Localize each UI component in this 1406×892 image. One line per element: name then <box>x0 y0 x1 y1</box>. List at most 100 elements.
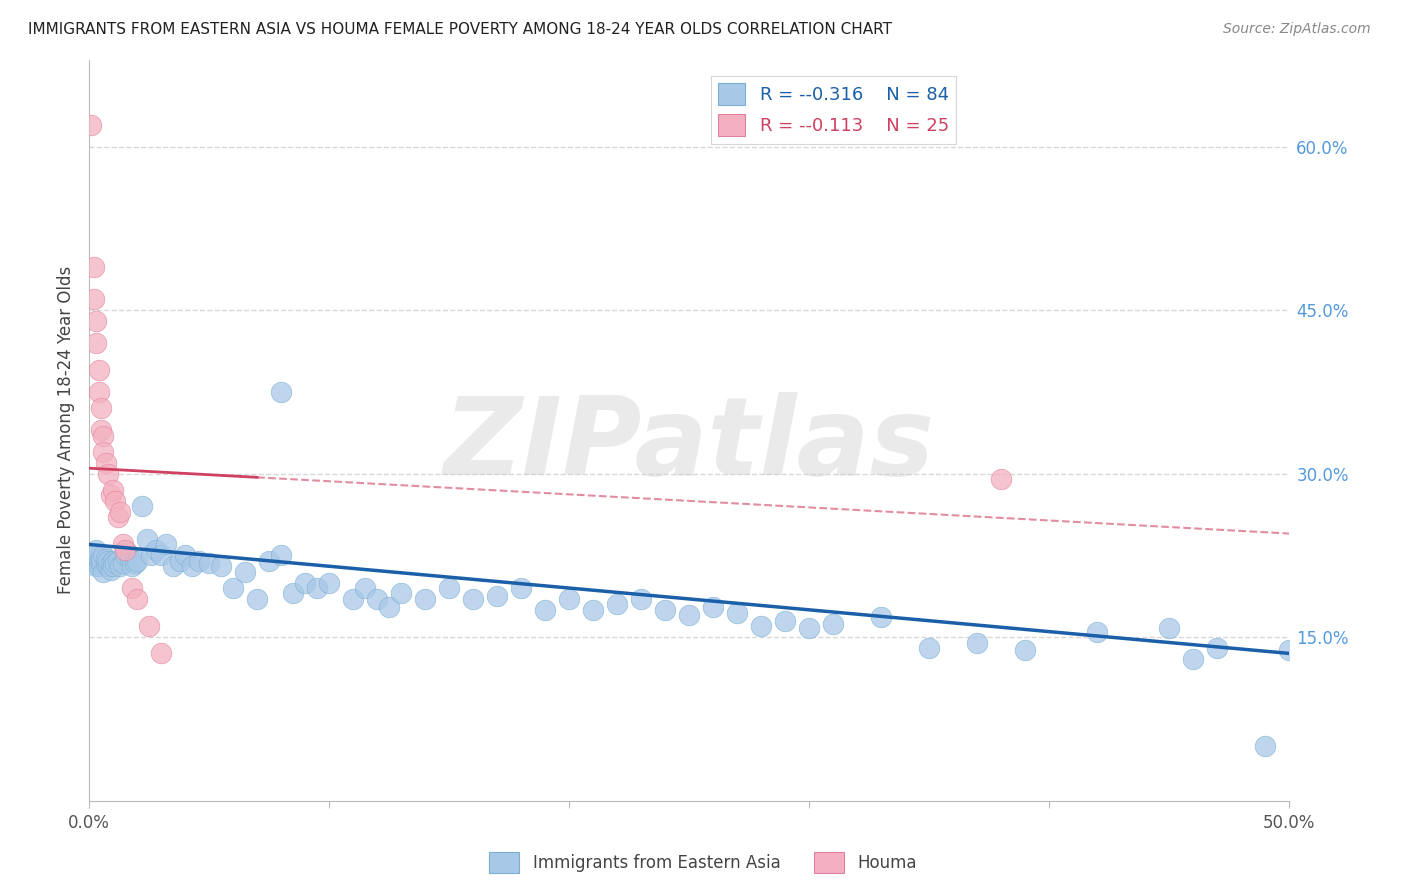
Point <box>97 467 120 481</box>
Point <box>107 510 129 524</box>
Point <box>84 335 107 350</box>
Point <box>354 581 377 595</box>
Point <box>100 562 122 576</box>
Point <box>94 551 117 566</box>
Point <box>93 549 115 563</box>
Point <box>389 586 412 600</box>
Point <box>80 118 103 132</box>
Point <box>90 401 112 416</box>
Point <box>97 559 120 574</box>
Point <box>870 610 893 624</box>
Text: IMMIGRANTS FROM EASTERN ASIA VS HOUMA FEMALE POVERTY AMONG 18-24 YEAR OLDS CORRE: IMMIGRANTS FROM EASTERN ASIA VS HOUMA FE… <box>28 22 893 37</box>
Point <box>111 556 134 570</box>
Point <box>90 551 112 566</box>
Point <box>155 537 177 551</box>
Point <box>1206 640 1229 655</box>
Point <box>111 537 134 551</box>
Point <box>107 554 129 568</box>
Point <box>749 619 772 633</box>
Point <box>84 314 107 328</box>
Point <box>80 554 103 568</box>
Point <box>1278 643 1301 657</box>
Point <box>558 591 581 606</box>
Point <box>93 445 115 459</box>
Point <box>150 647 173 661</box>
Text: Source: ZipAtlas.com: Source: ZipAtlas.com <box>1223 22 1371 37</box>
Point <box>799 621 821 635</box>
Point <box>162 559 184 574</box>
Point <box>101 554 124 568</box>
Point <box>270 549 292 563</box>
Point <box>110 505 132 519</box>
Point <box>378 599 401 614</box>
Point <box>87 559 110 574</box>
Point <box>678 608 700 623</box>
Point <box>270 384 292 399</box>
Point <box>87 384 110 399</box>
Point <box>318 575 340 590</box>
Point <box>209 559 232 574</box>
Point <box>104 494 127 508</box>
Point <box>510 581 533 595</box>
Point <box>135 532 157 546</box>
Point <box>121 581 143 595</box>
Point <box>104 556 127 570</box>
Text: ZIPatlas: ZIPatlas <box>444 392 935 498</box>
Point <box>606 598 628 612</box>
Point <box>486 589 509 603</box>
Point <box>702 599 724 614</box>
Point <box>125 554 148 568</box>
Point <box>101 559 124 574</box>
Point <box>654 603 676 617</box>
Point <box>966 635 988 649</box>
Point <box>118 551 141 566</box>
Point <box>342 591 364 606</box>
Point <box>100 488 122 502</box>
Point <box>294 575 316 590</box>
Point <box>181 559 204 574</box>
Point <box>1159 621 1181 635</box>
Point <box>94 556 117 570</box>
Legend: Immigrants from Eastern Asia, Houma: Immigrants from Eastern Asia, Houma <box>482 846 924 880</box>
Point <box>188 554 211 568</box>
Point <box>257 554 280 568</box>
Point <box>114 549 136 563</box>
Point <box>222 581 245 595</box>
Point <box>117 545 139 559</box>
Point <box>93 565 115 579</box>
Point <box>87 554 110 568</box>
Point <box>990 472 1012 486</box>
Point <box>90 556 112 570</box>
Legend: R = --0.316    N = 84, R = --0.113    N = 25: R = --0.316 N = 84, R = --0.113 N = 25 <box>711 76 956 144</box>
Point <box>84 542 107 557</box>
Point <box>630 591 652 606</box>
Point <box>100 556 122 570</box>
Point <box>83 260 105 274</box>
Point <box>1085 624 1108 639</box>
Point <box>83 549 105 563</box>
Point <box>124 556 146 570</box>
Point <box>725 606 748 620</box>
Point <box>145 542 167 557</box>
Point <box>437 581 460 595</box>
Point <box>114 542 136 557</box>
Point <box>1182 652 1205 666</box>
Point <box>823 617 845 632</box>
Point <box>150 549 173 563</box>
Point <box>918 640 941 655</box>
Point <box>131 500 153 514</box>
Point <box>174 549 197 563</box>
Point <box>463 591 485 606</box>
Point <box>141 549 163 563</box>
Point <box>1014 643 1036 657</box>
Point <box>1254 739 1277 753</box>
Point <box>198 556 221 570</box>
Point <box>87 363 110 377</box>
Point <box>773 614 796 628</box>
Point <box>534 603 557 617</box>
Point <box>413 591 436 606</box>
Point <box>366 591 388 606</box>
Point <box>110 559 132 574</box>
Point <box>233 565 256 579</box>
Point <box>307 581 329 595</box>
